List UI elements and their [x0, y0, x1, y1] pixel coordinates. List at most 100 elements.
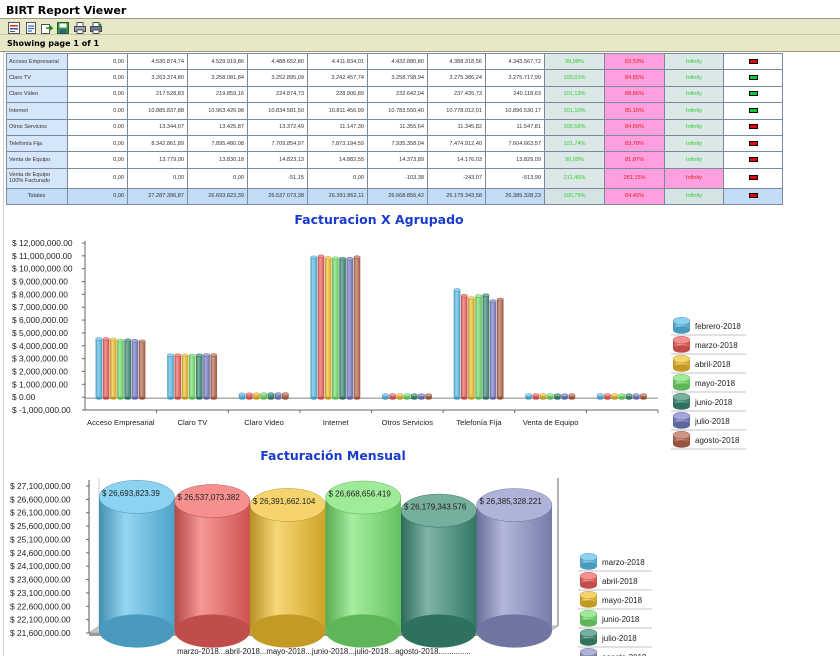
status-lamp-icon	[748, 193, 758, 199]
y-tick-label: $ 23,600,000.00	[10, 575, 71, 585]
value-cell: 26.391.862,11	[307, 187, 368, 206]
bar	[625, 393, 633, 400]
ratio-cell: 101,10%	[544, 102, 605, 120]
x-tick-label: Telefonía Fija	[456, 418, 502, 427]
value-cell: 3.258.081,84	[187, 69, 248, 87]
ratio-cell: Infinity	[664, 52, 724, 71]
bar	[324, 256, 332, 400]
bar	[403, 393, 411, 400]
bar	[476, 488, 553, 648]
legend-label: julio-2018	[601, 634, 637, 643]
ratio-cell: 83,53%	[604, 52, 665, 71]
value-cell: 10.834.581,50	[247, 102, 308, 120]
chart-title: Facturación Mensual	[260, 448, 406, 463]
export-report-icon[interactable]	[41, 21, 54, 34]
value-cell: 232.642,04	[367, 85, 428, 104]
print-icon[interactable]	[74, 21, 86, 34]
legend-item: agosto-2018	[671, 431, 746, 450]
value-cell: 11.147,30	[307, 118, 368, 136]
status-indicator-cell	[723, 118, 783, 136]
ratio-cell: 84,85%	[604, 69, 665, 87]
status-lamp-icon	[748, 140, 758, 146]
y-tick-label: $ 1,000,000.00	[12, 379, 68, 389]
legend-swatch	[672, 412, 691, 429]
print-server-icon[interactable]	[90, 21, 102, 34]
status-indicator-cell	[723, 102, 783, 120]
y-tick-label: $ 2,000,000.00	[12, 366, 68, 376]
bar	[310, 255, 318, 400]
bar	[611, 393, 619, 400]
bar	[167, 353, 175, 400]
bar	[281, 392, 289, 400]
save-icon[interactable]	[57, 21, 69, 34]
y-tick-label: $ 26,100,000.00	[10, 508, 71, 518]
value-cell: 11.355,64	[367, 118, 428, 136]
y-tick-label: $ 24,600,000.00	[10, 548, 71, 558]
value-cell: 240.118,63	[485, 85, 545, 104]
status-lamp-icon	[748, 58, 758, 64]
value-cell: 0,00	[127, 167, 188, 189]
value-cell: 4.411.834,01	[307, 52, 368, 71]
bar	[639, 393, 647, 400]
chart-title: Facturacion X Agrupado	[294, 212, 464, 227]
y-tick-label: $ 3,000,000.00	[12, 354, 68, 364]
bar	[596, 393, 604, 400]
value-cell: 7.873.194,59	[307, 134, 368, 153]
status-lamp-icon	[748, 124, 758, 130]
legend-swatch	[579, 591, 598, 608]
bar	[475, 294, 483, 400]
legend-item: febrero-2018	[671, 317, 746, 336]
data-label: $ 26,391,662.104	[253, 497, 316, 506]
left-divider	[3, 52, 4, 656]
export-data-icon[interactable]	[25, 21, 37, 34]
bar	[117, 338, 125, 400]
ratio-cell: Infinity	[664, 167, 724, 189]
bar	[346, 256, 354, 400]
value-cell: 4.388.318,56	[427, 52, 486, 71]
legend-swatch	[579, 629, 598, 646]
value-cell: 0,00	[67, 102, 128, 120]
bar	[339, 256, 347, 400]
bar	[381, 393, 389, 400]
ratio-cell: 88,86%	[604, 85, 665, 104]
value-cell: 0,00	[67, 151, 128, 169]
bar	[618, 393, 626, 400]
value-cell: 26.668.856,42	[367, 187, 428, 206]
value-cell: 7.709.854,97	[247, 134, 308, 153]
y-tick-label: $ 26,600,000.00	[10, 494, 71, 504]
ratio-cell: 100,79%	[544, 187, 605, 206]
ratio-cell: 96,09%	[544, 151, 605, 169]
legend-label: mayo-2018	[695, 379, 736, 388]
y-tick-label: $ 25,100,000.00	[10, 534, 71, 544]
ratio-cell: 281,15%	[604, 167, 665, 189]
ratio-cell: Infinity	[664, 134, 724, 153]
value-cell: 7.935.358,04	[367, 134, 428, 153]
value-cell: 219.859,16	[187, 85, 248, 104]
bar	[174, 353, 182, 400]
y-tick-label: $ 24,100,000.00	[10, 561, 71, 571]
value-cell: 4.343.567,72	[485, 52, 545, 71]
bar	[174, 484, 251, 648]
value-cell: 27.287.396,87	[127, 187, 188, 206]
value-cell: 3.263.374,80	[127, 69, 188, 87]
bar	[331, 256, 339, 400]
report-content: Acceso Empresarial 0,00 4.530.874,74 4.529.…	[0, 52, 840, 656]
category-cell: Totales	[6, 187, 68, 206]
toc-icon[interactable]	[8, 21, 20, 34]
legend-label: marzo-2018	[695, 341, 738, 350]
bar	[317, 254, 325, 400]
value-cell: 4.432.880,80	[367, 52, 428, 71]
value-cell: 0,00	[67, 52, 128, 71]
legend-item: julio-2018	[578, 629, 652, 648]
table-row: Acceso Empresarial 0,00 4.530.874,74 4.529.…	[6, 52, 783, 71]
ratio-cell: Infinity	[664, 151, 724, 169]
ratio-cell: 100,01%	[544, 69, 605, 87]
chart-facturacion-agrupado: Facturacion X Agrupado $ 12,000,000.00 $ 1…	[12, 212, 746, 450]
bar-group	[95, 254, 647, 400]
bar	[553, 393, 561, 400]
value-cell: 13.829,09	[485, 151, 545, 169]
bar	[181, 353, 189, 400]
status-indicator-cell	[723, 167, 783, 189]
value-cell: 3.252.895,09	[247, 69, 308, 87]
legend-label: julio-2018	[694, 417, 730, 426]
